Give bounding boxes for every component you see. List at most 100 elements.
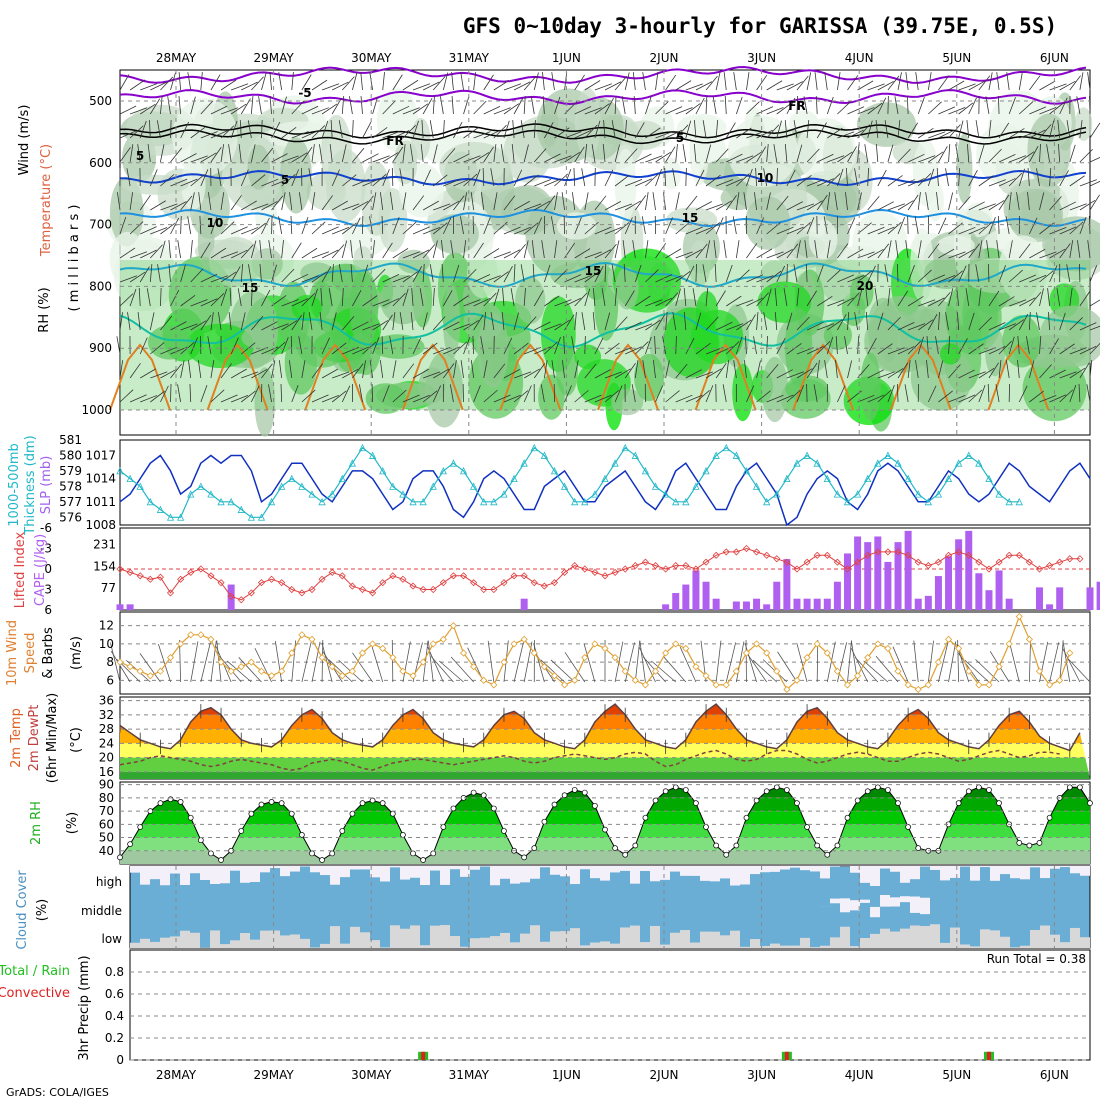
- contour-label: 15: [585, 264, 602, 278]
- wind-barb: [715, 120, 719, 139]
- li-marker: [257, 579, 266, 587]
- rh-marker: [319, 857, 325, 863]
- rh-marker: [642, 814, 649, 821]
- wind-barb: [119, 74, 130, 91]
- cloud-high-bar: [420, 866, 430, 886]
- cloud-low-bar: [180, 930, 190, 948]
- wind-barb: [988, 72, 993, 91]
- wind10-marker: [1046, 681, 1054, 689]
- wind-barb: [180, 360, 185, 379]
- wind10-ylabel-3: & Barbs: [41, 627, 56, 679]
- cloud-high-bar: [520, 866, 530, 883]
- thickness-marker: [773, 490, 781, 498]
- wind-barb: [958, 248, 975, 259]
- thickness-marker: [318, 497, 326, 506]
- rh-marker: [521, 854, 528, 861]
- upper-ylabel-temp: Temperature (°C): [39, 144, 54, 257]
- temp-contour: [119, 65, 1087, 84]
- cloud-mid-bar: [880, 895, 890, 907]
- rh-shade-blob: [121, 174, 189, 195]
- wind10-marker: [955, 644, 963, 653]
- rh-shade-blob: [443, 285, 461, 359]
- wind-barb: [359, 240, 363, 259]
- wind-barb: [513, 200, 530, 211]
- wind-barb: [1079, 362, 1090, 379]
- rh-marker: [733, 842, 740, 849]
- wind-barb: [572, 192, 576, 211]
- wind-barb: [958, 83, 976, 91]
- wind-barb: [170, 363, 182, 379]
- wind-barb: [523, 76, 537, 91]
- cloud-low-bar: [440, 925, 450, 948]
- thickness-tick: 578: [59, 479, 82, 493]
- contour-label: 15: [242, 281, 259, 295]
- wind-barb: [766, 394, 784, 403]
- temp2m-tick: 16: [99, 765, 114, 779]
- wind-barb: [998, 154, 1016, 163]
- cloud-low-bar: [140, 938, 150, 948]
- wind-barb: [409, 144, 414, 163]
- cloud-low-bar: [300, 938, 310, 948]
- rh-marker: [753, 797, 760, 804]
- wind10-marker: [500, 658, 508, 666]
- wind-barb: [329, 144, 333, 163]
- wind10-marker: [146, 672, 154, 680]
- precip-conv-bar: [421, 1051, 426, 1060]
- wind-barb: [129, 288, 137, 307]
- cloud-high-bar: [490, 866, 500, 886]
- wind-barb: [796, 75, 809, 91]
- cloud-high-bar: [290, 866, 300, 872]
- wind-barb: [180, 195, 193, 211]
- wind10-barb: [564, 652, 586, 683]
- wind-barb: [938, 248, 955, 259]
- temp2m-ylabel-1: 2m Temp: [9, 708, 24, 768]
- wind-barb: [220, 221, 235, 235]
- wind-barb: [301, 360, 306, 379]
- cloud-high-bar: [590, 866, 600, 879]
- cloud-ylabel-2: (%): [35, 899, 50, 922]
- precip-bars: [418, 1051, 994, 1060]
- wind-barb: [207, 192, 212, 211]
- wind-barb: [695, 389, 710, 403]
- wind-barb: [756, 217, 765, 235]
- wind-barb: [473, 131, 491, 139]
- wind-barb: [806, 321, 824, 331]
- wind-barb: [190, 155, 208, 163]
- wind10-barb: [634, 640, 641, 683]
- wind-barb: [453, 360, 457, 379]
- wind-barb: [897, 346, 915, 355]
- wind-barb: [251, 203, 269, 211]
- li-tick: 6: [44, 603, 52, 617]
- rh-marker: [299, 832, 305, 838]
- wind-barb: [432, 385, 442, 403]
- wind-barb: [907, 296, 924, 307]
- bottom-date-label: 28MAY: [156, 1068, 197, 1082]
- li-marker: [348, 582, 356, 590]
- wind-barb: [311, 363, 324, 379]
- wind-barb: [513, 371, 532, 379]
- wind-barb: [230, 249, 248, 259]
- wind-barb: [705, 144, 712, 163]
- wind-barb: [160, 76, 174, 91]
- wind-barb: [311, 271, 328, 283]
- wind-barb: [341, 240, 348, 259]
- upper-ylabel-wind: Wind (m/s): [17, 105, 32, 176]
- wind10-barb: [826, 641, 836, 683]
- wind-barb: [513, 390, 529, 403]
- wind-barb: [645, 173, 659, 187]
- cloud-high-bar: [310, 866, 320, 873]
- wind-barb: [301, 74, 312, 91]
- wind-barb: [744, 360, 747, 379]
- wind-barb: [725, 195, 737, 211]
- cloud-low-bar: [330, 926, 340, 948]
- wind-barb: [268, 240, 272, 259]
- wind-barb: [119, 147, 131, 163]
- li-marker: [621, 565, 629, 573]
- thickness-marker: [692, 482, 700, 490]
- rh2m-ylabel-1: 2m RH: [29, 801, 44, 845]
- thickness-marker: [914, 490, 922, 498]
- wind10-barb: [863, 660, 889, 683]
- wind-barb: [887, 175, 903, 187]
- wind-barb: [806, 200, 823, 211]
- rh-band: [120, 850, 1090, 864]
